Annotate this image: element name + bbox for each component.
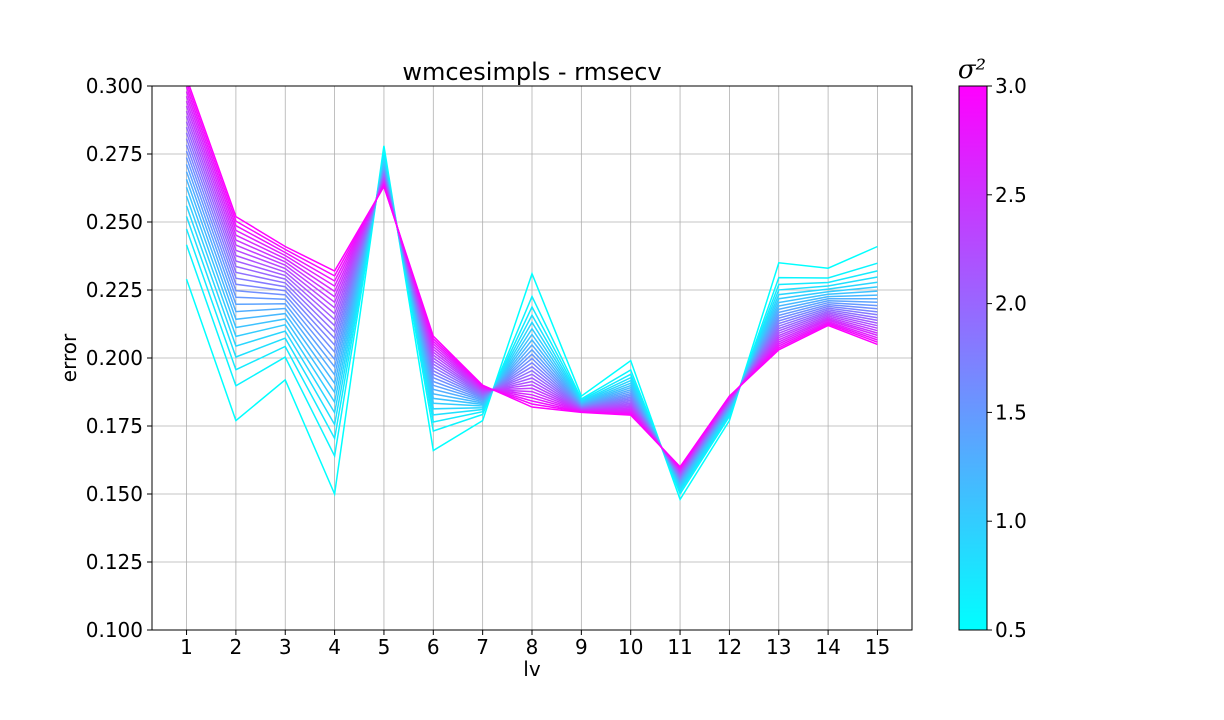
y-tick-label: 0.200	[86, 346, 143, 370]
y-tick-label: 0.225	[86, 278, 143, 302]
x-axis-label: lv	[523, 657, 541, 681]
colorbar-tick-label: 2.0	[995, 292, 1027, 316]
x-tick-label: 13	[766, 635, 791, 659]
colorbar-label: σ²	[958, 55, 986, 85]
colorbar-gradient	[958, 85, 988, 631]
x-tick-label: 15	[865, 635, 890, 659]
colorbar-tick-label: 1.0	[995, 509, 1027, 533]
series-line	[185, 164, 878, 487]
x-tick-label: 2	[230, 635, 243, 659]
series-line	[185, 167, 878, 484]
x-tick-label: 3	[279, 635, 292, 659]
x-tick-label: 10	[618, 635, 643, 659]
x-tick-label: 1	[180, 635, 193, 659]
series-line	[185, 160, 878, 490]
x-tick-label: 14	[815, 635, 840, 659]
y-axis: 0.100 0.125 0.150 0.175 0.200 0.225 0.250 0.275…	[86, 74, 152, 642]
colorbar-tick-label: 3.0	[995, 74, 1027, 98]
y-axis-label: error	[57, 333, 81, 382]
series-line	[185, 165, 878, 485]
x-axis: 1 2 3 4 5 6 7 8 9 10 11 12 13 14 15	[180, 630, 890, 659]
series-line	[185, 100, 878, 472]
x-tick-label: 8	[526, 635, 539, 659]
series-line	[185, 150, 878, 481]
colorbar-ticks: 0.5 1.0 1.5 2.0 2.5 3.0	[987, 74, 1027, 642]
colorbar: σ² 0.5 1.0 1.5 2.0 2.5 3.0	[958, 55, 1027, 642]
series-line	[185, 145, 878, 502]
y-tick-label: 0.125	[86, 550, 143, 574]
series-line	[185, 121, 878, 476]
x-tick-label: 9	[575, 635, 588, 659]
series-line	[185, 157, 878, 482]
series-line	[185, 126, 878, 477]
series-line	[185, 105, 878, 473]
series-line	[185, 162, 878, 488]
series-line	[185, 155, 878, 493]
series-line	[185, 132, 878, 478]
x-tick-label: 7	[476, 635, 489, 659]
series-line	[185, 138, 878, 479]
chart-title: wmcesimpls - rmsecv	[402, 58, 661, 86]
grid	[152, 85, 912, 631]
x-tick-label: 11	[667, 635, 692, 659]
x-tick-label: 12	[717, 635, 742, 659]
series-line	[185, 95, 878, 472]
series-line	[185, 152, 878, 496]
colorbar-tick-label: 1.5	[995, 400, 1027, 424]
y-tick-label: 0.275	[86, 142, 143, 166]
colorbar-tick-label: 2.5	[995, 183, 1027, 207]
series-group	[185, 86, 878, 502]
x-tick-label: 4	[328, 635, 341, 659]
series-line	[185, 91, 878, 471]
series-line	[188, 86, 878, 468]
x-tick-label: 6	[427, 635, 440, 659]
y-tick-label: 0.150	[86, 482, 143, 506]
y-tick-label: 0.250	[86, 210, 143, 234]
x-tick-label: 5	[378, 635, 391, 659]
y-tick-label: 0.300	[86, 74, 143, 98]
y-tick-label: 0.175	[86, 414, 143, 438]
series-line	[185, 164, 878, 483]
series-line	[185, 144, 878, 479]
series-line	[185, 158, 878, 491]
series-line	[185, 116, 878, 475]
y-tick-label: 0.100	[86, 618, 143, 642]
series-line	[187, 86, 878, 469]
colorbar-tick-label: 0.5	[995, 618, 1027, 642]
series-line	[185, 86, 878, 470]
